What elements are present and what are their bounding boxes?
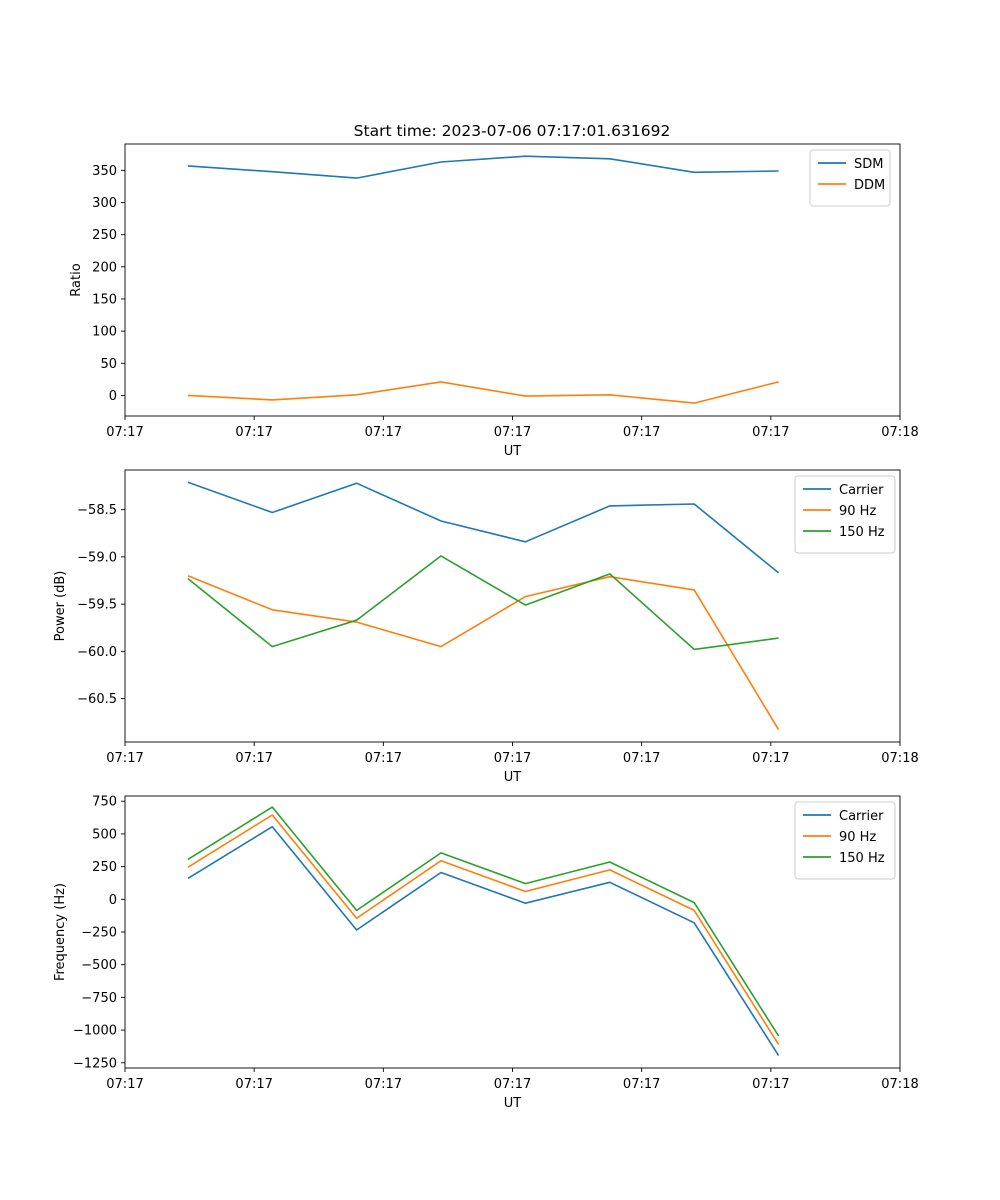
x-tick-label: 07:17: [752, 425, 789, 440]
ratio-panel: 07:17 07:17 07:17 07:17 07:17 07:17 07:18 0 50 10…: [69, 143, 919, 459]
x-tick-label: 07:17: [235, 751, 272, 766]
y-tick-label: 100: [92, 325, 117, 340]
series-line-90-hz: [187, 575, 780, 731]
legend-label-150-hz: 150 Hz: [839, 851, 885, 866]
axes-frame: [124, 143, 901, 417]
x-tick-label: 07:17: [365, 1077, 402, 1092]
y-tick-label: −60.5: [77, 692, 117, 707]
x-tick-label: 07:18: [881, 1077, 918, 1092]
y-axis-label: Power (dB): [53, 571, 68, 642]
y-tick-label: −60.0: [77, 645, 117, 660]
x-tick-label: 07:17: [494, 1077, 531, 1092]
y-axis-label: Frequency (Hz): [53, 883, 68, 981]
y-tick-label: 250: [92, 228, 117, 243]
axes-frame: [124, 469, 901, 743]
legend-label-carrier: Carrier: [839, 483, 884, 498]
y-tick-label: 750: [92, 795, 117, 810]
x-tick-label: 07:17: [235, 1077, 272, 1092]
y-tick-label: 350: [92, 164, 117, 179]
x-axis-label: UT: [504, 444, 522, 459]
legend-label-90-hz: 90 Hz: [839, 830, 876, 845]
y-tick-label: −1000: [73, 1024, 117, 1039]
y-tick-label: −59.5: [77, 598, 117, 613]
y-axis-label: Ratio: [69, 263, 84, 296]
x-tick-label: 07:17: [623, 425, 660, 440]
x-tick-label: 07:17: [106, 425, 143, 440]
y-tick-label: −1250: [73, 1056, 117, 1071]
series-line-150-hz: [187, 806, 780, 1037]
y-tick-label: 500: [92, 827, 117, 842]
x-tick-label: 07:17: [365, 751, 402, 766]
x-axis-label: UT: [504, 1096, 522, 1111]
legend-label-150-hz: 150 Hz: [839, 525, 885, 540]
y-tick-label: 250: [92, 860, 117, 875]
y-tick-label: −59.0: [77, 550, 117, 565]
y-tick-label: 300: [92, 196, 117, 211]
x-tick-label: 07:17: [235, 425, 272, 440]
x-tick-label: 07:17: [752, 1077, 789, 1092]
y-tick-label: 50: [100, 357, 117, 372]
y-tick-label: −750: [81, 991, 117, 1006]
x-tick-label: 07:17: [623, 751, 660, 766]
legend: [809, 149, 891, 207]
x-tick-label: 07:17: [494, 425, 531, 440]
x-tick-label: 07:17: [106, 751, 143, 766]
y-tick-label: 200: [92, 260, 117, 275]
legend-label-carrier: Carrier: [839, 809, 884, 824]
x-tick-label: 07:17: [494, 751, 531, 766]
series-line-carrier: [187, 825, 780, 1057]
legend: [794, 801, 896, 880]
frequency-panel: 07:17 07:17 07:17 07:17 07:17 07:17 07:18 −1250…: [53, 795, 919, 1111]
y-tick-label: 150: [92, 292, 117, 307]
series-line-carrier: [187, 481, 780, 574]
y-tick-label: 0: [109, 893, 117, 908]
legend-label-90-hz: 90 Hz: [839, 504, 876, 519]
y-tick-label: −58.5: [77, 503, 117, 518]
y-tick-label: −250: [81, 926, 117, 941]
x-tick-label: 07:17: [365, 425, 402, 440]
series-line-150-hz: [187, 555, 779, 651]
y-tick-label: −500: [81, 958, 117, 973]
series-line-sdm: [187, 155, 779, 179]
x-tick-label: 07:18: [881, 425, 918, 440]
x-tick-label: 07:17: [623, 1077, 660, 1092]
power-panel: 07:17 07:17 07:17 07:17 07:17 07:17 07:18 −60.5…: [53, 469, 919, 785]
legend-label-sdm: SDM: [854, 157, 883, 172]
y-tick-label: 0: [109, 389, 117, 404]
axes-frame: [124, 795, 901, 1069]
legend: [794, 475, 896, 554]
x-tick-label: 07:17: [106, 1077, 143, 1092]
series-line-ddm: [187, 381, 779, 404]
legend-label-ddm: DDM: [854, 178, 885, 193]
series-line-90-hz: [187, 814, 780, 1045]
x-tick-label: 07:17: [752, 751, 789, 766]
figure-title: Start time: 2023-07-06 07:17:01.631692: [354, 122, 671, 140]
x-axis-label: UT: [504, 770, 522, 785]
x-tick-label: 07:18: [881, 751, 918, 766]
